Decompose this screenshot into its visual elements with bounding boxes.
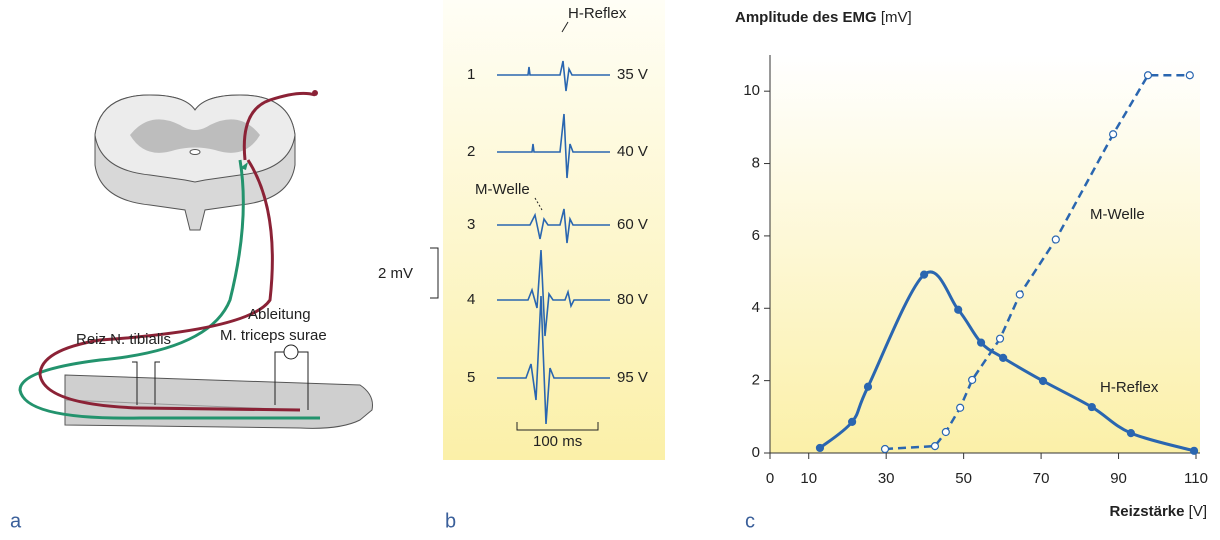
meter xyxy=(283,344,299,360)
x-tick-label: 90 xyxy=(1110,470,1127,487)
data-point xyxy=(848,417,857,426)
data-point xyxy=(954,305,963,314)
x-tick-label: 50 xyxy=(955,470,972,487)
data-point xyxy=(999,353,1008,362)
title-text: Amplitude des EMG xyxy=(735,9,877,26)
series-label: M-Welle xyxy=(1090,206,1145,223)
trace-voltage: 60 V xyxy=(617,216,648,233)
emg-trace xyxy=(497,249,610,337)
data-point xyxy=(863,382,873,391)
h-label: H-Reflex xyxy=(568,5,627,22)
data-point xyxy=(815,443,825,453)
emg-trace xyxy=(497,295,610,425)
synapse xyxy=(240,162,248,170)
x-axis-title: Reizstärke [V] xyxy=(1109,503,1207,520)
trace-number: 3 xyxy=(467,216,475,233)
data-point xyxy=(1189,446,1199,455)
scale-y: 2 mV xyxy=(378,265,413,282)
plot-background xyxy=(770,55,1200,453)
trace-voltage: 95 V xyxy=(617,369,648,386)
y-tick-label: 8 xyxy=(752,155,760,172)
efferent-nerve xyxy=(38,91,316,412)
muscle-label: M. triceps surae xyxy=(220,327,327,344)
data-point xyxy=(1087,402,1096,412)
panel-letter: b xyxy=(445,510,456,532)
grey-matter xyxy=(130,119,260,153)
x-tick-label: 10 xyxy=(800,470,817,487)
data-point xyxy=(1126,429,1136,438)
panel-b: H-Reflex M-Welle 2 mV 100 ms b 1 35 V 2 40 … xyxy=(378,0,665,532)
data-point xyxy=(1015,290,1024,299)
trace-voltage: 35 V xyxy=(617,66,648,83)
y-tick-label: 0 xyxy=(752,444,760,461)
data-point xyxy=(930,442,940,451)
data-point xyxy=(941,427,950,437)
data-point xyxy=(1109,130,1118,139)
stimulus-label: Reiz N. tibialis xyxy=(76,331,171,348)
x-tick-label: 0 xyxy=(766,470,774,487)
data-point xyxy=(1185,71,1194,80)
nerve-end xyxy=(312,90,318,96)
h-pointer xyxy=(561,21,569,33)
x-unit: [V] xyxy=(1189,503,1207,520)
y-tick-label: 6 xyxy=(752,227,760,244)
panel-c: Amplitude des EMG [mV] Reizstärke [V] c … xyxy=(735,9,1208,532)
panel-a: Reiz N. tibialis Ableitung M. triceps su… xyxy=(10,90,373,532)
data-point xyxy=(1038,376,1048,386)
x-tick-label: 30 xyxy=(878,470,895,487)
series-line xyxy=(819,270,1195,453)
x-tick-label: 110 xyxy=(1184,470,1208,487)
scale-x: 100 ms xyxy=(533,433,582,450)
data-point xyxy=(1051,235,1060,244)
afferent-nerve xyxy=(18,159,320,420)
data-point xyxy=(995,334,1005,343)
y-tick-label: 10 xyxy=(743,82,760,99)
emg-trace xyxy=(497,208,610,244)
trace-number: 5 xyxy=(467,369,475,386)
x-tick-label: 70 xyxy=(1033,470,1050,487)
scale-bar-x xyxy=(516,422,599,431)
data-point xyxy=(976,338,986,347)
chart-title: Amplitude des EMG [mV] xyxy=(735,9,912,26)
trace-number: 4 xyxy=(467,291,475,308)
trace-number: 1 xyxy=(467,66,475,83)
data-point xyxy=(956,403,965,412)
m-label: M-Welle xyxy=(475,181,530,198)
emg-trace xyxy=(497,113,610,179)
electrodes xyxy=(132,351,309,410)
scale-bar-y xyxy=(430,247,439,299)
data-point xyxy=(1143,71,1153,80)
data-point xyxy=(968,375,977,385)
trace-voltage: 40 V xyxy=(617,143,648,160)
data-point xyxy=(920,270,929,279)
trace-voltage: 80 V xyxy=(617,291,648,308)
data-point xyxy=(880,444,890,454)
series-label: H-Reflex xyxy=(1100,379,1159,396)
y-tick-label: 2 xyxy=(752,372,760,389)
x-label: Reizstärke xyxy=(1109,503,1184,520)
emg-trace xyxy=(497,60,610,92)
leg xyxy=(64,374,373,429)
panel-b-background xyxy=(443,0,665,460)
title-unit: [mV] xyxy=(881,9,912,26)
panel-letter: a xyxy=(10,510,22,532)
canal xyxy=(189,149,201,155)
y-tick-label: 4 xyxy=(752,299,760,316)
trace-number: 2 xyxy=(467,143,475,160)
recording-label: Ableitung xyxy=(248,306,311,323)
panel-letter: c xyxy=(745,510,755,532)
